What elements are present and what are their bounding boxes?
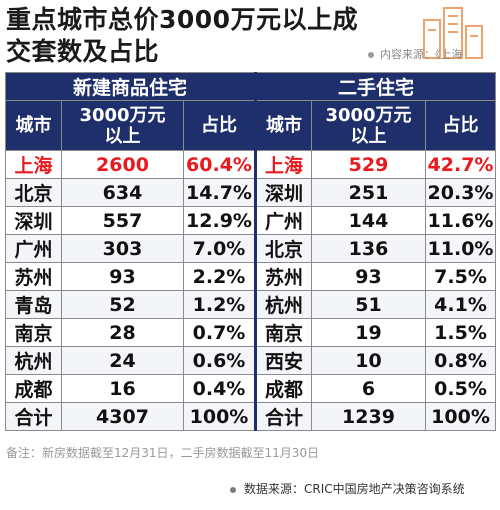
new-city-cell: 广州 <box>5 234 62 263</box>
new-city-cell: 南京 <box>5 318 62 347</box>
content-source-text: 内容来源：《上海 <box>380 48 463 61</box>
new-share-cell: 2.2% <box>183 262 256 291</box>
col-header-share: 占比 <box>183 100 256 151</box>
new-share-cell: 100% <box>183 402 256 431</box>
second-share-cell: 100% <box>424 402 497 431</box>
table-body: 上海 2600 60.4% 上海 529 42.7% 北京 634 14.7% 深圳 251 20.3… <box>5 150 497 431</box>
footnote: 备注：新房数据截至12月31日，二手房数据截至11月30日 <box>6 446 320 460</box>
bullet-icon <box>368 52 374 58</box>
second-count-cell: 251 <box>311 178 426 207</box>
table-row: 苏州 93 2.2% 苏州 93 7.5% <box>5 262 497 291</box>
new-count-cell: 634 <box>61 178 184 207</box>
second-city-cell: 西安 <box>254 346 312 375</box>
second-count-cell: 10 <box>311 346 426 375</box>
table-row: 广州 303 7.0% 北京 136 11.0% <box>5 234 497 263</box>
second-city-cell: 合计 <box>254 402 312 431</box>
new-city-cell: 合计 <box>5 402 62 431</box>
bullet-icon <box>230 486 236 493</box>
second-share-cell: 4.1% <box>424 290 497 319</box>
second-share-cell: 1.5% <box>424 318 497 347</box>
new-city-cell: 青岛 <box>5 290 62 319</box>
col-header-count: 3000万元 以上 <box>311 100 426 151</box>
second-city-cell: 苏州 <box>254 262 312 291</box>
second-city-cell: 杭州 <box>254 290 312 319</box>
table-row: 成都 16 0.4% 成都 6 0.5% <box>5 374 497 403</box>
new-city-cell: 苏州 <box>5 262 62 291</box>
new-city-cell: 北京 <box>5 178 62 207</box>
new-count-cell: 4307 <box>61 402 184 431</box>
col-header-count: 3000万元 以上 <box>61 100 184 151</box>
table-row: 青岛 52 1.2% 杭州 51 4.1% <box>5 290 497 319</box>
second-share-cell: 0.8% <box>424 346 497 375</box>
new-share-cell: 0.6% <box>183 346 256 375</box>
data-source: 数据来源：CRIC中国房地产决策咨询系统 <box>230 480 465 497</box>
second-share-cell: 20.3% <box>424 178 497 207</box>
group-header-new: 新建商品住宅 <box>5 72 256 101</box>
new-count-cell: 557 <box>61 206 184 235</box>
second-count-cell: 529 <box>311 150 426 179</box>
new-city-cell: 杭州 <box>5 346 62 375</box>
second-count-cell: 93 <box>311 262 426 291</box>
table-row: 上海 2600 60.4% 上海 529 42.7% <box>5 150 497 179</box>
second-city-cell: 南京 <box>254 318 312 347</box>
data-source-text: 数据来源：CRIC中国房地产决策咨询系统 <box>244 482 465 496</box>
new-count-cell: 52 <box>61 290 184 319</box>
new-share-cell: 7.0% <box>183 234 256 263</box>
table-row-total: 合计 4307 100% 合计 1239 100% <box>5 402 497 431</box>
col-header-city: 城市 <box>254 100 312 151</box>
second-count-cell: 1239 <box>311 402 426 431</box>
col-header-count-line2: 以上 <box>104 125 141 147</box>
second-share-cell: 0.5% <box>424 374 497 403</box>
building-icon <box>423 7 483 59</box>
col-header-city: 城市 <box>5 100 62 151</box>
col-header-count-line1: 3000万元 <box>79 104 166 126</box>
new-share-cell: 12.9% <box>183 206 256 235</box>
page-title-line2: 交套数及占比 <box>6 37 160 66</box>
second-share-cell: 42.7% <box>424 150 497 179</box>
data-table: 新建商品住宅 二手住宅 城市 3000万元 以上 占比 城市 3000万元 以上 占… <box>5 72 497 431</box>
second-count-cell: 6 <box>311 374 426 403</box>
second-city-cell: 广州 <box>254 206 312 235</box>
new-count-cell: 28 <box>61 318 184 347</box>
table-row: 深圳 557 12.9% 广州 144 11.6% <box>5 206 497 235</box>
new-count-cell: 2600 <box>61 150 184 179</box>
page-title-line1: 重点城市总价3000万元以上成 <box>6 5 359 34</box>
new-city-cell: 上海 <box>5 150 62 179</box>
col-header-count-line1: 3000万元 <box>325 104 412 126</box>
table-row: 杭州 24 0.6% 西安 10 0.8% <box>5 346 497 375</box>
second-count-cell: 51 <box>311 290 426 319</box>
second-share-cell: 11.6% <box>424 206 497 235</box>
table-row: 南京 28 0.7% 南京 19 1.5% <box>5 318 497 347</box>
new-city-cell: 深圳 <box>5 206 62 235</box>
group-header-second: 二手住宅 <box>253 72 497 101</box>
second-share-cell: 11.0% <box>424 234 497 263</box>
new-count-cell: 93 <box>61 262 184 291</box>
col-header-share: 占比 <box>424 100 497 151</box>
second-city-cell: 上海 <box>254 150 312 179</box>
new-share-cell: 1.2% <box>183 290 256 319</box>
new-count-cell: 16 <box>61 374 184 403</box>
new-share-cell: 0.4% <box>183 374 256 403</box>
second-count-cell: 144 <box>311 206 426 235</box>
new-count-cell: 303 <box>61 234 184 263</box>
second-city-cell: 北京 <box>254 234 312 263</box>
data-table-wrapper: 新建商品住宅 二手住宅 城市 3000万元 以上 占比 城市 3000万元 以上 占… <box>5 72 497 431</box>
second-count-cell: 136 <box>311 234 426 263</box>
new-count-cell: 24 <box>61 346 184 375</box>
second-city-cell: 深圳 <box>254 178 312 207</box>
table-row: 北京 634 14.7% 深圳 251 20.3% <box>5 178 497 207</box>
new-share-cell: 60.4% <box>183 150 256 179</box>
second-share-cell: 7.5% <box>424 262 497 291</box>
content-source: 内容来源：《上海 <box>368 46 463 62</box>
second-count-cell: 19 <box>311 318 426 347</box>
title-block: 重点城市总价3000万元以上成 交套数及占比 <box>6 4 406 68</box>
new-share-cell: 0.7% <box>183 318 256 347</box>
new-share-cell: 14.7% <box>183 178 256 207</box>
col-header-count-line2: 以上 <box>350 125 387 147</box>
new-city-cell: 成都 <box>5 374 62 403</box>
second-city-cell: 成都 <box>254 374 312 403</box>
